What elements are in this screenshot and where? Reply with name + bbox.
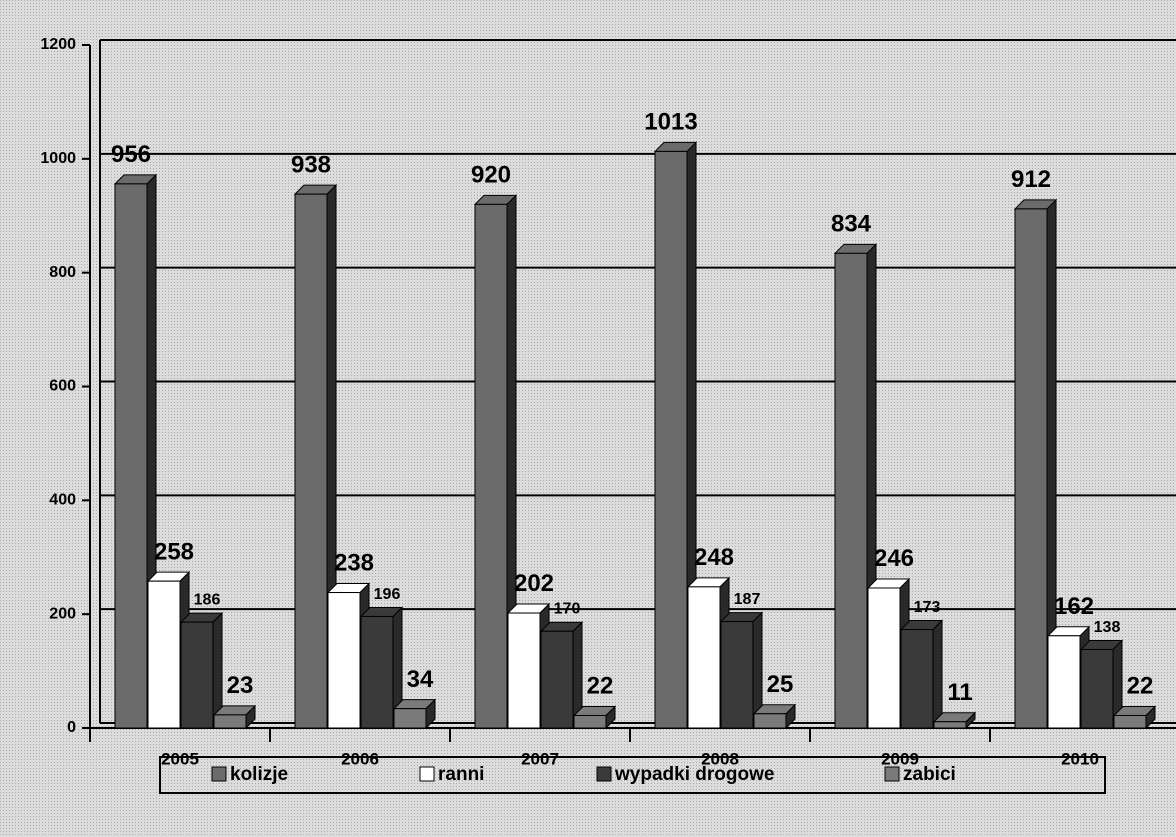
- data-label: 912: [1011, 166, 1051, 193]
- legend-swatch: [884, 766, 900, 782]
- bar: [1113, 714, 1147, 729]
- y-tick-label: 600: [49, 378, 76, 395]
- bar: [540, 630, 574, 729]
- bar: [900, 629, 934, 729]
- data-label: 196: [374, 586, 401, 603]
- data-label: 11: [947, 679, 972, 706]
- data-label: 834: [831, 210, 872, 237]
- y-tick-label: 0: [67, 719, 76, 736]
- bar: [393, 708, 427, 729]
- legend-swatch: [211, 766, 227, 782]
- x-tick-label: 2005: [161, 749, 199, 768]
- data-label: 22: [1127, 673, 1154, 700]
- bar-side: [932, 619, 943, 730]
- bar: [294, 193, 328, 729]
- y-tick-label: 800: [49, 264, 76, 281]
- bar: [720, 621, 754, 729]
- bar: [327, 592, 361, 729]
- legend-swatch: [419, 766, 435, 782]
- bar: [147, 580, 181, 729]
- bar: [1014, 208, 1048, 729]
- bar: [687, 586, 721, 729]
- legend-label: kolizje: [230, 764, 288, 785]
- data-label: 138: [1094, 619, 1121, 636]
- legend-box: [159, 756, 1106, 794]
- x-tick-label: 2007: [521, 749, 559, 768]
- data-label: 187: [734, 591, 761, 608]
- data-label: 34: [407, 666, 434, 693]
- y-tick-label: 1000: [40, 150, 76, 167]
- data-label: 173: [914, 599, 941, 616]
- y-tick-label: 400: [49, 492, 76, 509]
- data-label: 248: [694, 544, 734, 571]
- bar: [753, 713, 787, 729]
- bar: [360, 615, 394, 729]
- bar: [474, 203, 508, 729]
- bar: [654, 150, 688, 729]
- legend-swatch: [596, 766, 612, 782]
- data-label: 25: [767, 671, 794, 698]
- x-tick-label: 2009: [881, 749, 919, 768]
- data-label: 258: [154, 538, 194, 565]
- data-label: 246: [874, 545, 914, 572]
- data-label: 238: [334, 550, 374, 577]
- data-label: 186: [194, 592, 221, 609]
- x-tick-label: 2006: [341, 749, 379, 768]
- data-label: 202: [514, 570, 554, 597]
- bar: [573, 714, 607, 729]
- bar: [114, 183, 148, 729]
- bar: [867, 587, 901, 729]
- data-label: 22: [587, 673, 614, 700]
- bar: [180, 621, 214, 729]
- bar: [1047, 635, 1081, 729]
- y-tick-label: 200: [49, 605, 76, 622]
- data-label: 170: [554, 601, 581, 618]
- bar: [1080, 648, 1114, 729]
- bar: [507, 612, 541, 729]
- legend-label: zabici: [903, 764, 956, 785]
- bar: [834, 252, 868, 729]
- data-label: 23: [227, 672, 254, 699]
- legend-label: ranni: [438, 764, 484, 785]
- bar: [213, 714, 247, 729]
- data-label: 162: [1054, 593, 1094, 620]
- bar: [933, 721, 967, 729]
- data-label: 1013: [644, 109, 697, 136]
- x-tick-label: 2008: [701, 749, 739, 768]
- y-tick-label: 1200: [40, 36, 76, 53]
- data-label: 938: [291, 151, 331, 178]
- data-label: 920: [471, 162, 511, 189]
- legend-label: wypadki drogowe: [614, 764, 774, 785]
- data-label: 956: [111, 141, 151, 168]
- x-tick-label: 2010: [1061, 749, 1099, 768]
